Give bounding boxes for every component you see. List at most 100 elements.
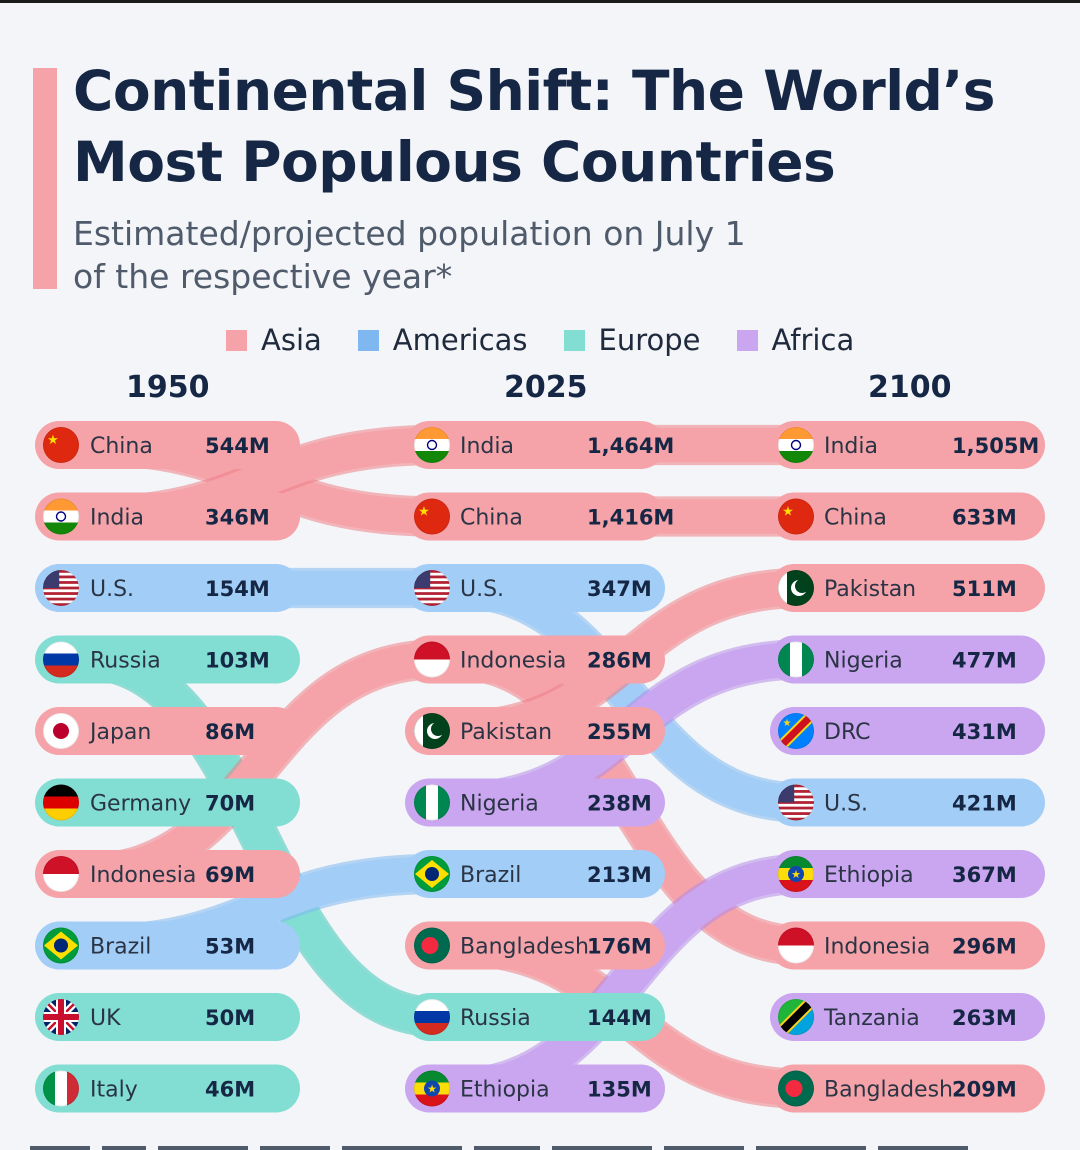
pill-background [770,921,1045,970]
pill-drc-2100: ★ DRC 431M [770,707,1045,755]
population-value: 347M [587,577,652,601]
country-name: India [824,434,878,459]
flag-outline [778,784,814,821]
legend-swatch-americas [357,329,379,351]
flag-outline [43,927,79,964]
population-value: 154M [205,577,270,601]
pill-layer: ★ China 544M India 346M U.S. 154M Russia 103M Jap… [35,421,1045,1113]
pill-background [405,635,665,684]
pill-russia-1950: Russia 103M [35,635,300,684]
flag-outline [414,570,450,606]
column-2100: India 1,505M ★ China 633M Pakistan 511M Nigeria… [770,421,1045,1113]
population-value: 511M [952,577,1017,601]
pill-bangladesh-2100: Bangladesh 209M [770,1064,1045,1113]
indonesia-flag [414,641,450,678]
ribbon-layer [54,424,831,1109]
flag-outline [43,498,79,535]
legend-label-asia: Asia [261,323,322,357]
flag-outline [43,1070,79,1107]
flag-outline [414,1070,450,1107]
svg-text:★: ★ [791,868,801,881]
country-name: U.S. [90,577,134,602]
population-value: 367M [952,863,1017,887]
svg-text:★: ★ [427,1083,437,1096]
svg-text:★: ★ [47,433,59,448]
population-value: 477M [952,649,1017,673]
pill-brazil-2025: Brazil 213M [405,850,665,898]
russia-flag [43,641,79,678]
pill-indonesia-2100: Indonesia 296M [770,921,1045,970]
country-name: Russia [90,649,161,674]
legend-item-europe: Europe [563,323,701,357]
us-flag [414,570,450,606]
population-value: 86M [205,720,255,744]
chart-title: Continental Shift: The World’s Most Popu… [73,59,996,194]
population-value: 255M [587,720,652,744]
country-name: Germany [90,792,191,817]
chart-subtitle: Estimated/projected population on July 1… [73,214,746,296]
column-2025: India 1,464M ★ China 1,416M U.S. 347M Indonesia… [405,421,674,1113]
country-name: Pakistan [824,577,916,602]
flag-outline [778,498,814,535]
flag-outline [414,427,450,463]
pill-india-2100: India 1,505M [770,421,1045,469]
nigeria-flag [778,641,814,678]
pill-background [35,635,300,684]
pill-background [35,421,300,469]
country-name: Indonesia [460,649,566,674]
flag-outline [778,1070,814,1107]
pill-background [35,1064,300,1113]
india-flag [778,427,814,463]
population-value: 144M [587,1006,652,1030]
population-value: 1,416M [587,506,674,530]
pill-background [405,707,665,755]
legend-swatch-africa [736,329,758,351]
population-value: 263M [952,1006,1017,1030]
india-flag [43,498,79,535]
pill-nigeria-2100: Nigeria 477M [770,635,1045,684]
top-border-line [0,0,1080,3]
flag-outline [778,427,814,463]
country-name: Indonesia [824,935,930,960]
bangladesh-flag [414,927,450,964]
china-flag: ★ [778,498,814,535]
population-value: 633M [952,506,1017,530]
footnote-cutoff [30,1146,968,1150]
chart-legend: Asia Americas Europe Africa [226,320,890,360]
pill-background [405,921,665,970]
legend-label-americas: Americas [392,323,528,357]
pill-ethiopia-2025: ★ Ethiopia 135M [405,1064,665,1113]
pill-nigeria-2025: Nigeria 238M [405,778,665,827]
country-name: Nigeria [824,649,903,674]
year-header-1950: 1950 [126,370,210,405]
flag-outline [414,713,450,749]
flag-outline [43,999,79,1035]
italy-flag [43,1070,79,1107]
country-name: U.S. [460,577,504,602]
india-flag [414,427,450,463]
legend-swatch-europe [563,329,585,351]
population-value: 103M [205,649,270,673]
flag-outline [778,713,814,749]
indonesia-flag [778,927,814,964]
pill-tanzania-2100: Tanzania 263M [770,993,1045,1041]
legend-item-africa: Africa [736,323,855,357]
pill-background [770,635,1045,684]
country-name: China [460,506,523,531]
pill-germany-1950: Germany 70M [35,778,300,827]
country-name: Indonesia [90,863,196,888]
column-1950: ★ China 544M India 346M U.S. 154M Russia 103M Jap… [35,421,300,1113]
pill-background [770,778,1045,827]
population-value: 135M [587,1078,652,1102]
flag-outline [43,713,79,749]
population-value: 421M [952,792,1017,816]
pill-background [770,421,1045,469]
pill-background [770,707,1045,755]
legend-swatch-asia [226,329,247,351]
country-name: Nigeria [460,792,539,817]
pill-background [405,778,665,827]
legend-label-africa: Africa [771,323,855,357]
pill-background [35,778,300,827]
pill-background [405,421,665,469]
pill-u-s-1950: U.S. 154M [35,564,300,612]
